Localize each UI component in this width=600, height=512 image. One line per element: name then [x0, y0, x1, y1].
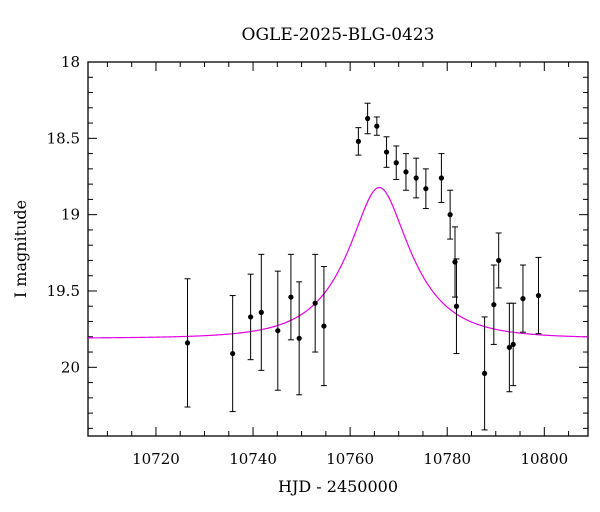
- data-point: [374, 123, 380, 129]
- data-point: [275, 328, 281, 334]
- data-point: [403, 169, 409, 175]
- data-point: [184, 340, 191, 346]
- data-point: [258, 309, 264, 315]
- data-point: [365, 115, 371, 122]
- x-tick-label: 10800: [520, 450, 568, 468]
- data-point: [453, 303, 460, 309]
- data-point: [413, 175, 419, 181]
- data-point: [520, 296, 526, 302]
- y-tick-label: 18.5: [47, 129, 80, 147]
- data-point: [491, 302, 497, 308]
- x-tick-label: 10720: [132, 450, 180, 468]
- data-point: [510, 341, 516, 348]
- data-point: [248, 314, 254, 320]
- data-point: [423, 186, 429, 192]
- data-points: [184, 102, 542, 431]
- x-tick-label: 10780: [423, 450, 471, 468]
- y-axis-label: I magnitude: [11, 200, 30, 298]
- data-point: [312, 300, 318, 306]
- data-point: [438, 175, 444, 181]
- x-tick-label: 10760: [326, 450, 374, 468]
- data-point: [393, 160, 399, 166]
- data-point: [447, 212, 453, 218]
- data-point: [288, 294, 294, 300]
- y-tick-label: 19: [61, 206, 80, 224]
- axis-ticks: [88, 61, 588, 436]
- data-point: [296, 335, 302, 341]
- y-tick-label: 19.5: [47, 282, 80, 300]
- axis-tick-labels: 10720 10740 10760 10780 10800 18 18.5 19 19.5 20: [47, 53, 569, 468]
- data-point: [383, 149, 390, 155]
- data-point: [506, 344, 512, 351]
- model-fit-curve: [87, 186, 589, 339]
- data-point: [321, 323, 327, 329]
- plot-frame: [87, 61, 589, 437]
- data-point: [482, 370, 488, 377]
- data-point: [355, 138, 361, 144]
- x-axis-label: HJD - 2450000: [278, 477, 398, 496]
- chart-title: OGLE-2025-BLG-0423: [242, 25, 435, 45]
- data-point: [230, 350, 236, 357]
- y-tick-label: 18: [61, 53, 80, 71]
- x-tick-label: 10740: [229, 450, 277, 468]
- data-point: [535, 292, 542, 299]
- data-point: [496, 257, 502, 264]
- y-tick-label: 20: [61, 358, 80, 376]
